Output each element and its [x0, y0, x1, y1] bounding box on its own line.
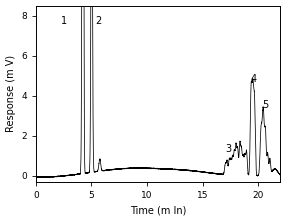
- Text: 3: 3: [225, 144, 231, 154]
- Text: 2: 2: [95, 16, 101, 26]
- X-axis label: Time (m In): Time (m In): [130, 206, 186, 215]
- Y-axis label: Response (m V): Response (m V): [5, 55, 15, 132]
- Text: 4: 4: [250, 74, 256, 84]
- Text: 1: 1: [61, 16, 67, 26]
- Text: 5: 5: [262, 100, 269, 110]
